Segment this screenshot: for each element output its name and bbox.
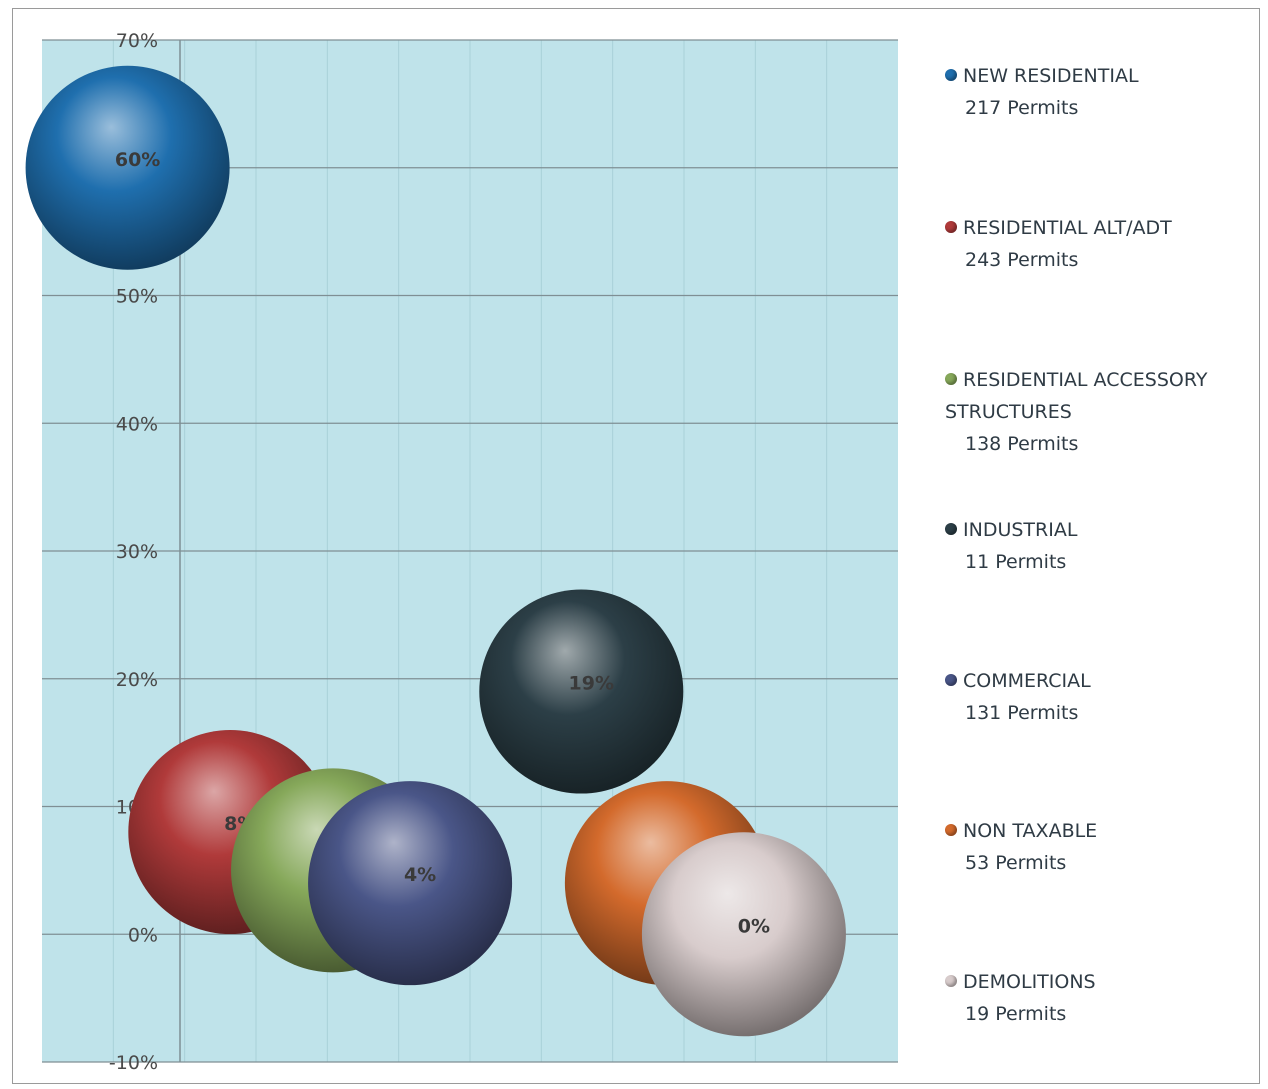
bubble-demolitions — [641, 832, 846, 1037]
y-axis: -10%0%10%20%30%40%50%60%70% — [109, 30, 181, 1074]
legend-marker-icon — [945, 69, 957, 81]
bubble-data-label: 4% — [404, 864, 436, 886]
y-tick-label: 0% — [128, 924, 158, 946]
y-tick-label: 30% — [116, 541, 158, 563]
legend-marker-icon — [945, 373, 957, 385]
y-tick-label: 70% — [116, 30, 158, 52]
legend-series-name: RESIDENTIAL ALT/ADT — [963, 217, 1172, 239]
y-tick-label: 20% — [116, 669, 158, 691]
legend-permit-count: 131 Permits — [965, 702, 1079, 724]
legend-permit-count: 243 Permits — [965, 249, 1079, 271]
legend-marker-icon — [945, 523, 957, 535]
legend-item: NON TAXABLE 53 Permits — [945, 815, 1255, 879]
bubble-data-label: 19% — [569, 673, 614, 695]
legend-marker-icon — [945, 824, 957, 836]
bubbles: 60%19%8%5%4%4%0% — [25, 65, 846, 1037]
bubble-new-residential — [25, 65, 230, 270]
bubble-industrial — [479, 589, 684, 794]
legend-marker-icon — [945, 975, 957, 987]
legend-item: COMMERCIAL 131 Permits — [945, 665, 1255, 729]
legend-marker-icon — [945, 221, 957, 233]
bubble-data-label: 0% — [738, 915, 770, 937]
legend-series-name: NEW RESIDENTIAL — [963, 65, 1139, 87]
legend-permit-count: 53 Permits — [965, 852, 1067, 874]
legend-series-name: INDUSTRIAL — [963, 519, 1078, 541]
legend-series-name: COMMERCIAL — [963, 670, 1091, 692]
legend-series-name: RESIDENTIAL ACCESSORY STRUCTURES — [945, 369, 1208, 423]
legend-permit-count: 217 Permits — [965, 97, 1079, 119]
legend-item: RESIDENTIAL ALT/ADT 243 Permits — [945, 212, 1255, 276]
y-tick-label: 50% — [116, 286, 158, 308]
legend-series-name: NON TAXABLE — [963, 820, 1098, 842]
legend-series-name: DEMOLITIONS — [963, 971, 1096, 993]
legend-permit-count: 19 Permits — [965, 1003, 1067, 1025]
legend-item: DEMOLITIONS 19 Permits — [945, 966, 1255, 1030]
legend-permit-count: 11 Permits — [965, 551, 1067, 573]
legend-item: INDUSTRIAL 11 Permits — [945, 514, 1255, 578]
legend-marker-icon — [945, 674, 957, 686]
bubble-commercial — [308, 781, 513, 986]
legend-permit-count: 138 Permits — [965, 433, 1079, 455]
y-tick-label: -10% — [109, 1052, 158, 1074]
bubble-data-label: 60% — [115, 149, 160, 171]
y-tick-label: 40% — [116, 413, 158, 435]
legend-item: NEW RESIDENTIAL 217 Permits — [945, 60, 1255, 124]
legend-item: RESIDENTIAL ACCESSORY STRUCTURES 138 Perm… — [945, 364, 1255, 460]
